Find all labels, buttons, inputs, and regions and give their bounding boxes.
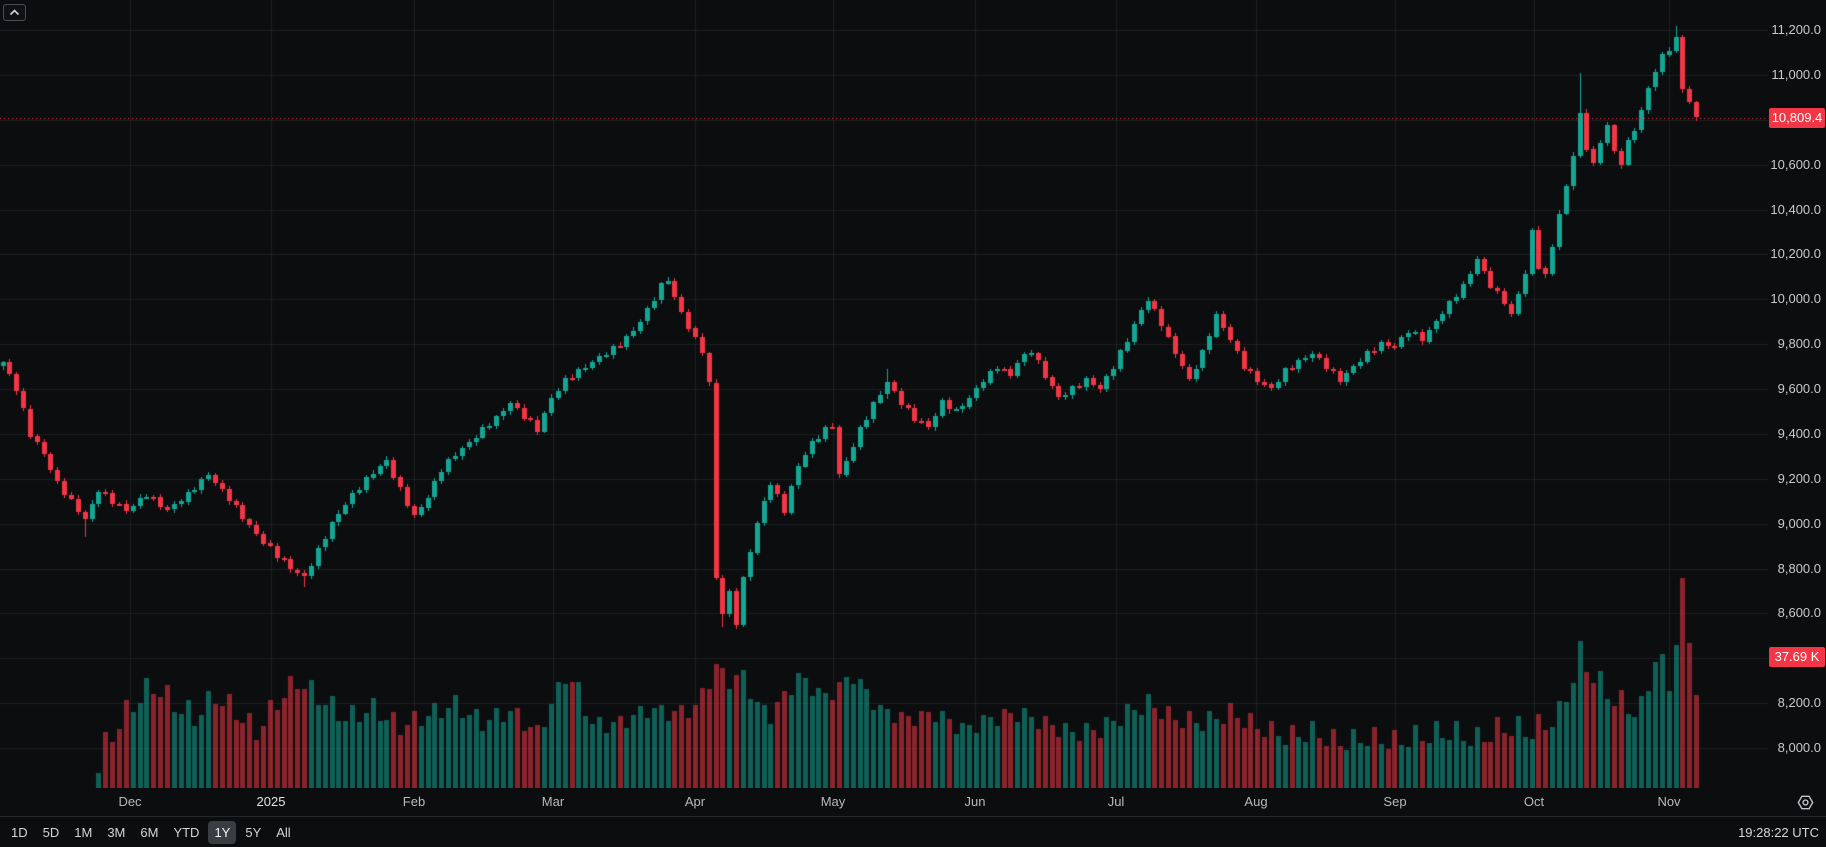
range-button-all[interactable]: All (270, 821, 296, 844)
price-tick-label: 11,000.0 (1771, 66, 1821, 82)
price-tick-label: 10,000.0 (1770, 291, 1821, 307)
time-tick-label: Aug (1244, 794, 1268, 809)
range-button-ytd[interactable]: YTD (167, 821, 205, 844)
price-tick-label: 9,800.0 (1777, 336, 1821, 352)
price-chart-canvas[interactable] (0, 0, 1768, 788)
time-tick-label: Sep (1383, 794, 1407, 809)
range-button-6m[interactable]: 6M (134, 821, 164, 844)
last-price-badge: 10,809.4 (1769, 107, 1825, 128)
gear-icon (1796, 793, 1815, 812)
expand-panel-button[interactable] (3, 4, 26, 21)
range-selector: 1D 5D 1M 3M 6M YTD 1Y 5Y All (5, 820, 297, 844)
price-tick-label: 11,200.0 (1771, 22, 1821, 37)
price-tick-label: 8,200.0 (1777, 695, 1821, 711)
price-scale-settings-button[interactable] (1795, 792, 1815, 812)
time-tick-label: Dec (118, 794, 142, 809)
price-tick-label: 10,200.0 (1770, 246, 1821, 262)
time-tick-label: May (820, 794, 846, 809)
range-button-5d[interactable]: 5D (37, 821, 66, 844)
price-tick-label: 9,400.0 (1777, 425, 1821, 441)
price-axis[interactable]: 10,809.4 37.69 K 11,200.011,000.010,800.… (1768, 0, 1826, 816)
chevron-up-icon (9, 9, 20, 16)
time-tick-label: Mar (541, 794, 565, 809)
price-tick-label: 10,400.0 (1770, 201, 1821, 217)
time-tick-label: Jul (1107, 794, 1125, 809)
price-tick-label: 9,000.0 (1777, 515, 1821, 531)
price-tick-label: 8,600.0 (1777, 605, 1821, 621)
price-tick-label: 9,200.0 (1777, 470, 1821, 486)
price-tick-label: 8,800.0 (1777, 560, 1821, 576)
bottom-toolbar: 1D 5D 1M 3M 6M YTD 1Y 5Y All 19:28:22 UTC (0, 816, 1826, 847)
range-button-5y[interactable]: 5Y (239, 821, 267, 844)
chart-pane (0, 0, 1768, 788)
time-tick-label: Feb (402, 794, 426, 809)
time-tick-label: Nov (1657, 794, 1681, 809)
time-tick-label: Jun (964, 794, 986, 809)
price-tick-label: 8,000.0 (1777, 740, 1821, 755)
time-axis[interactable]: Dec 2025 Feb Mar Apr May Jun Jul Aug Sep Oct Nov (0, 788, 1768, 816)
range-button-1m[interactable]: 1M (68, 821, 98, 844)
range-button-1y[interactable]: 1Y (208, 820, 237, 844)
range-button-3m[interactable]: 3M (101, 821, 131, 844)
time-tick-label: Apr (684, 794, 706, 809)
utc-clock: 19:28:22 UTC (1738, 824, 1819, 840)
range-button-1d[interactable]: 1D (5, 821, 34, 844)
time-tick-label: 2025 (256, 794, 286, 809)
price-tick-label: 10,600.0 (1770, 156, 1821, 172)
time-tick-label: Oct (1523, 794, 1545, 809)
last-volume-badge: 37.69 K (1769, 647, 1825, 667)
price-tick-label: 9,600.0 (1777, 381, 1821, 396)
